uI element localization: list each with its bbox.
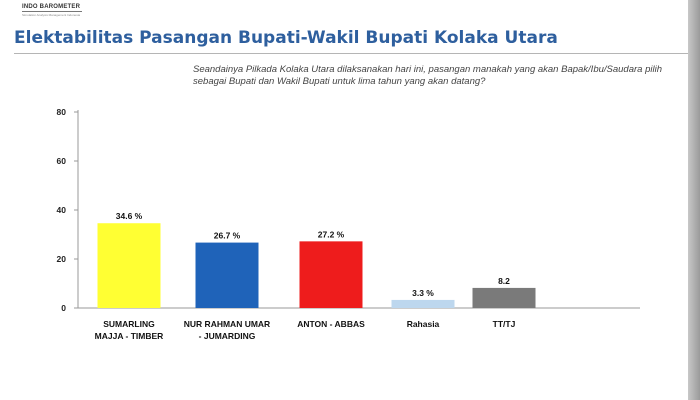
data-label: 3.3 % xyxy=(412,288,434,298)
data-label: 26.7 % xyxy=(214,231,241,241)
slide-title: Elektabilitas Pasangan Bupati-Wakil Bupa… xyxy=(14,28,558,48)
x-category-label: Rahasia xyxy=(407,319,440,329)
y-tick-label: 20 xyxy=(57,254,67,264)
data-label: 27.2 % xyxy=(318,229,345,239)
title-divider xyxy=(14,53,688,54)
y-tick-label: 60 xyxy=(57,156,67,166)
data-label: 34.6 % xyxy=(116,211,143,221)
x-category-label: TT/TJ xyxy=(493,319,516,329)
x-category-label: NUR RAHMAN UMAR - JUMARDING xyxy=(184,319,270,341)
bar xyxy=(195,242,259,308)
x-category-label: ANTON - ABBAS xyxy=(297,319,365,329)
bar xyxy=(472,287,536,308)
logo-name: INDO BAROMETER xyxy=(22,4,81,10)
bar xyxy=(97,223,161,308)
survey-question: Seandainya Pilkada Kolaka Utara dilaksan… xyxy=(193,64,662,87)
data-label: 8.2 xyxy=(498,276,510,286)
y-tick-label: 0 xyxy=(61,303,66,313)
y-tick-label: 40 xyxy=(57,205,67,215)
y-tick-label: 80 xyxy=(57,107,67,117)
bar xyxy=(391,299,455,308)
logo-tagline: Simulation Analysis Management Indonesia xyxy=(22,13,81,17)
x-category-label: SUMARLING MAJJA - TIMBER xyxy=(95,319,164,341)
bar xyxy=(299,241,363,308)
page-edge-shadow xyxy=(688,0,700,400)
indo-barometer-logo: INDO BAROMETER Simulation Analysis Manag… xyxy=(22,4,82,17)
logo-divider xyxy=(22,11,82,12)
